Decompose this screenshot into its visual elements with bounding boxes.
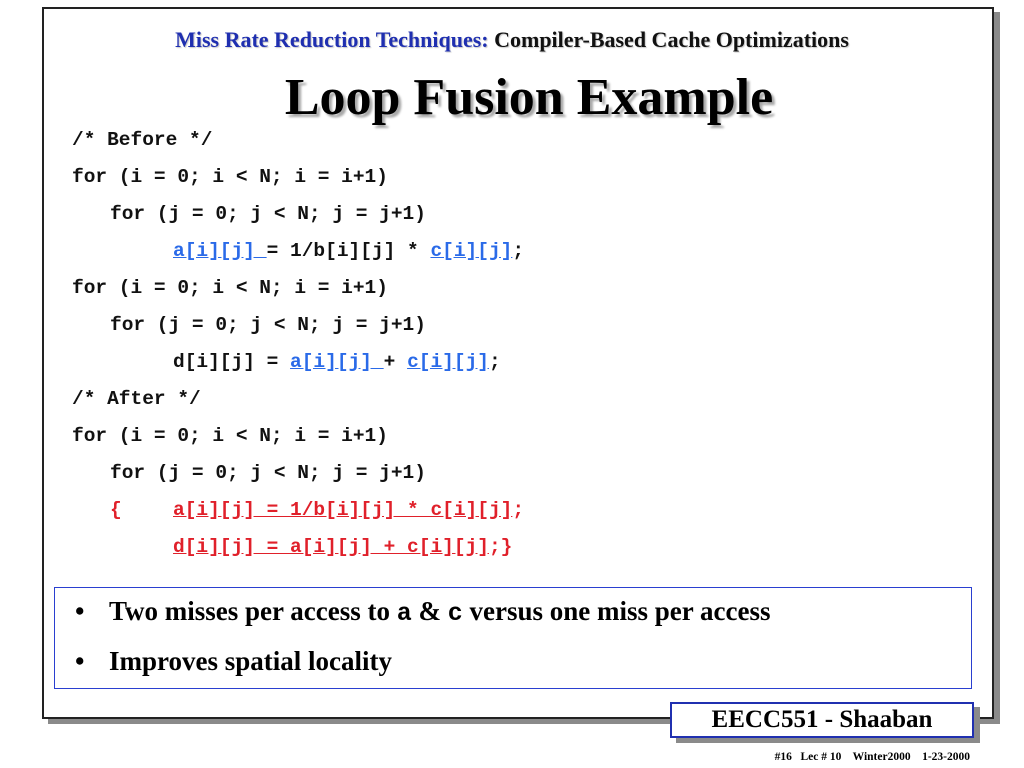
- bullet-code-a: a: [396, 599, 412, 628]
- code-line-fused-stmt2: d[i][j] = a[i][j] + c[i][j];}: [72, 534, 524, 571]
- code-line-stmt1: a[i][j] = 1/b[i][j] * c[i][j];: [72, 238, 524, 275]
- code-line-outer-for: for (i = 0; i < N; i = i+1): [72, 277, 388, 299]
- slide-footer: #16 Lec # 10 Winter2000 1-23-2000: [774, 751, 970, 763]
- code-line-fused-stmt1: { a[i][j] = 1/b[i][j] * c[i][j];: [72, 497, 524, 534]
- bullet-text: &: [411, 596, 448, 626]
- bullet-item: • Improves spatial locality: [75, 646, 392, 677]
- bullet-text: versus one miss per access: [462, 596, 771, 626]
- bullet-item: • Two misses per access to a & c versus o…: [75, 596, 770, 628]
- code-text: d[i][j] =: [173, 351, 291, 373]
- code-line-outer-for: for (i = 0; i < N; i = i+1): [72, 425, 388, 447]
- bullet-code-c: c: [447, 599, 463, 628]
- code-line-outer-for: for (i = 0; i < N; i = i+1): [72, 166, 388, 188]
- code-array-a: a[i][j]: [290, 351, 384, 373]
- code-line-inner-for: for (j = 0; j < N; j = j+1): [110, 462, 426, 484]
- code-text: ;: [488, 351, 501, 373]
- course-badge: EECC551 - Shaaban: [670, 702, 974, 738]
- code-fused-stmt1: a[i][j] = 1/b[i][j] * c[i][j]: [173, 499, 513, 521]
- header-rest: Compiler-Based Cache Optimizations: [494, 27, 849, 52]
- bullet-text: Improves spatial locality: [109, 646, 392, 676]
- code-line-before-comment: /* Before */: [72, 129, 213, 151]
- code-open-brace: {: [110, 499, 122, 521]
- code-array-c: c[i][j]: [430, 240, 513, 262]
- code-line-stmt2: d[i][j] = a[i][j] + c[i][j];: [72, 349, 524, 386]
- code-line-inner-for: for (j = 0; j < N; j = j+1): [110, 203, 426, 225]
- code-line-inner-for: for (j = 0; j < N; j = j+1): [110, 314, 426, 336]
- bullet-icon: •: [75, 596, 85, 626]
- code-text: +: [383, 351, 408, 373]
- header-lead: Miss Rate Reduction Techniques:: [175, 27, 489, 52]
- code-array-a: a[i][j]: [173, 240, 267, 262]
- code-close-brace: ;}: [488, 536, 513, 558]
- bullet-icon: •: [75, 646, 85, 676]
- bullet-text: Two misses per access to: [109, 596, 397, 626]
- code-array-c: c[i][j]: [407, 351, 489, 373]
- slide-header: Miss Rate Reduction Techniques: Compiler…: [0, 27, 1024, 53]
- notes-box: • Two misses per access to a & c versus o…: [54, 587, 972, 689]
- code-text: = 1/b[i][j] *: [266, 240, 431, 262]
- code-fused-stmt2: d[i][j] = a[i][j] + c[i][j]: [173, 536, 489, 558]
- code-line-after-comment: /* After */: [72, 388, 201, 410]
- slide-title: Loop Fusion Example: [284, 69, 774, 126]
- code-block: /* Before */ for (i = 0; i < N; i = i+1)…: [72, 127, 524, 571]
- code-text: ;: [512, 499, 525, 521]
- code-text: ;: [512, 240, 525, 262]
